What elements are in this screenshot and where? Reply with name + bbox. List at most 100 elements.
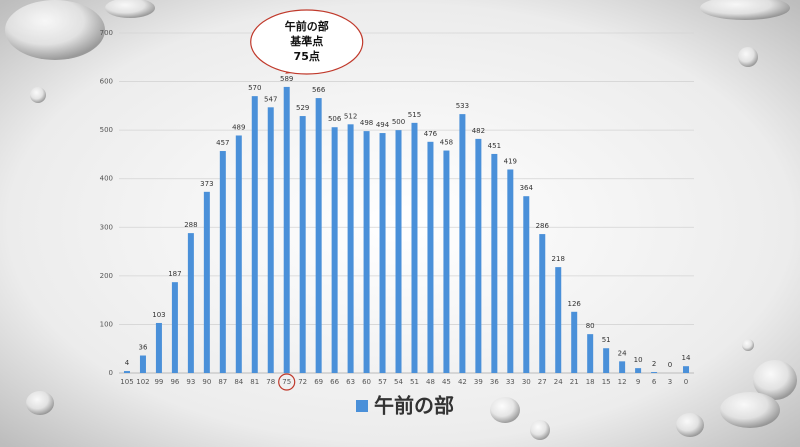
x-tick-label: 30: [522, 378, 531, 386]
value-label: 373: [200, 180, 213, 188]
x-tick-label: 45: [442, 378, 451, 386]
bar: [443, 150, 450, 373]
value-label: 24: [618, 349, 627, 357]
bar: [491, 153, 498, 373]
value-label: 10: [634, 356, 643, 364]
bar: [427, 141, 434, 373]
x-tick-label: 15: [602, 378, 611, 386]
value-label: 0: [668, 361, 672, 369]
bar: [123, 371, 130, 373]
value-label: 515: [408, 111, 421, 119]
value-label: 529: [296, 104, 309, 112]
value-label: 476: [424, 130, 438, 138]
value-label: 2: [652, 360, 656, 368]
value-label: 589: [280, 75, 293, 83]
x-tick-label: 0: [684, 378, 688, 386]
bar: [283, 86, 290, 374]
callout-cover: [294, 66, 311, 72]
bar: [315, 98, 322, 373]
value-label: 570: [248, 84, 261, 92]
callout-text: 基準点: [289, 34, 323, 48]
value-label: 419: [504, 157, 517, 165]
bar: [187, 233, 194, 373]
x-tick-label: 3: [668, 378, 672, 386]
bar: [379, 133, 386, 373]
bar: [555, 267, 562, 373]
bar: [363, 131, 370, 373]
x-tick-label: 69: [314, 378, 323, 386]
value-label: 482: [472, 127, 485, 135]
bar: [539, 234, 546, 373]
value-label: 288: [184, 221, 197, 229]
x-tick-label: 87: [218, 378, 227, 386]
x-tick-label: 48: [426, 378, 435, 386]
x-tick-label: 6: [652, 378, 657, 386]
water-drops: [5, 0, 797, 440]
value-label: 36: [138, 344, 147, 352]
bar: [219, 151, 226, 373]
bar: [347, 124, 354, 373]
x-tick-label: 72: [298, 378, 307, 386]
value-label: 451: [488, 142, 501, 150]
x-tick-label: 90: [202, 378, 211, 386]
x-tick-label: 21: [570, 378, 579, 386]
y-tick-label: 500: [100, 126, 113, 134]
x-tick-label: 78: [266, 378, 275, 386]
x-tick-label: 27: [538, 378, 547, 386]
bar: [299, 116, 306, 374]
value-label: 218: [552, 255, 565, 263]
x-tick-label: 102: [136, 378, 149, 386]
bar: [459, 114, 466, 373]
y-tick-label: 600: [100, 78, 113, 86]
bar: [651, 372, 658, 373]
bar: [331, 127, 338, 373]
x-tick-label: 9: [636, 378, 640, 386]
bar: [683, 366, 690, 373]
value-label: 126: [568, 300, 582, 308]
value-label: 498: [360, 119, 373, 127]
callout-bubble: [250, 9, 364, 75]
value-label: 458: [440, 139, 453, 147]
x-tick-label: 36: [490, 378, 499, 386]
value-label: 547: [264, 95, 277, 103]
value-label: 566: [312, 86, 326, 94]
x-tick-label: 84: [234, 378, 243, 386]
y-tick-label: 700: [100, 29, 113, 37]
value-label: 494: [376, 121, 390, 129]
bar: [203, 191, 210, 373]
bar: [475, 138, 482, 373]
bar: [603, 348, 610, 373]
value-label: 506: [328, 115, 342, 123]
x-tick-label: 18: [586, 378, 595, 386]
x-tick-label: 105: [120, 378, 133, 386]
value-label: 286: [536, 222, 550, 230]
bar: [267, 107, 274, 374]
y-tick-label: 0: [109, 369, 113, 377]
bar: [507, 169, 514, 373]
legend-swatch: [356, 400, 368, 412]
y-tick-label: 100: [100, 320, 113, 328]
x-tick-label: 57: [378, 378, 387, 386]
x-tick-label: 75: [282, 378, 291, 386]
highlight-circle: [278, 373, 296, 391]
bar: [523, 196, 530, 373]
x-tick-label: 54: [394, 378, 403, 386]
bar: [139, 355, 146, 373]
value-label: 489: [232, 123, 245, 131]
x-tick-label: 12: [618, 378, 627, 386]
bar: [251, 96, 258, 374]
y-tick-label: 400: [100, 175, 113, 183]
value-label: 364: [520, 184, 534, 192]
x-tick-label: 81: [250, 378, 259, 386]
legend-label: 午前の部: [374, 394, 454, 418]
value-label: 533: [456, 102, 469, 110]
x-tick-label: 96: [170, 378, 179, 386]
x-tick-label: 24: [554, 378, 563, 386]
bar: [635, 368, 642, 373]
value-label: 187: [168, 270, 181, 278]
value-label: 103: [152, 311, 165, 319]
value-label: 80: [586, 322, 595, 330]
bar: [171, 282, 178, 373]
